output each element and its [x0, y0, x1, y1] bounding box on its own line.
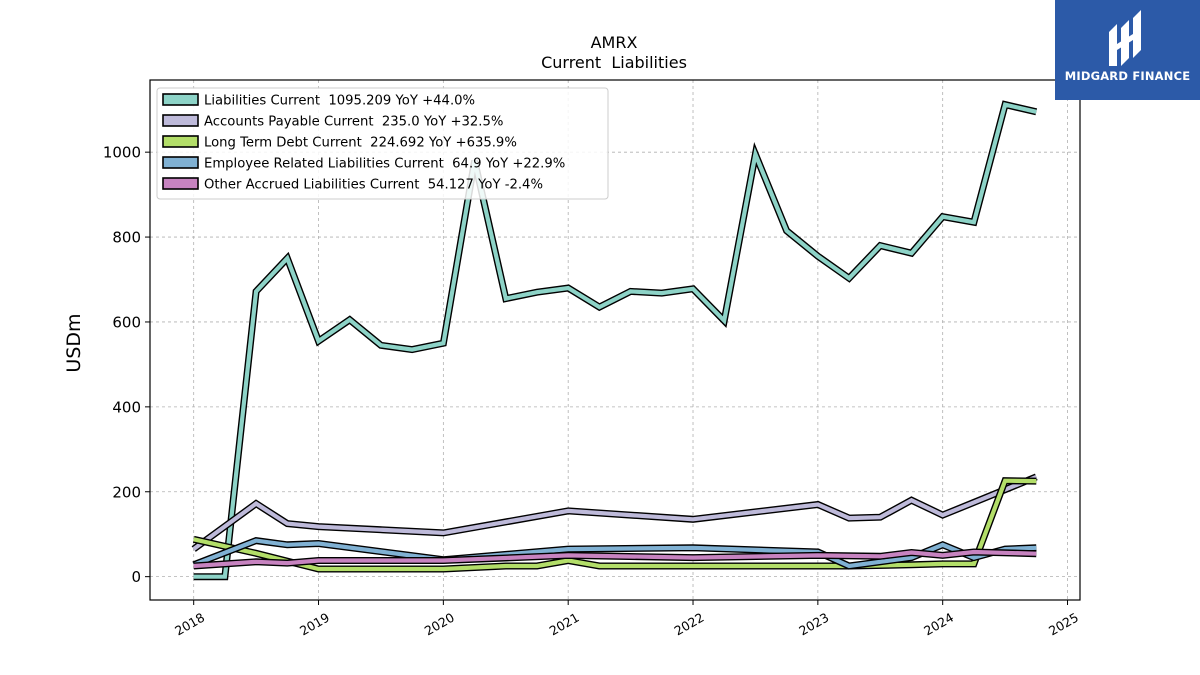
series-line-2: [192, 477, 1037, 573]
legend-label: Long Term Debt Current 224.692 YoY +635.…: [204, 136, 517, 151]
legend-label: Liabilities Current 1095.209 YoY +44.0%: [204, 94, 475, 109]
legend-swatch: [162, 156, 199, 169]
chart-subtitle: Current Liabilities: [541, 53, 687, 72]
series-line-1: [191, 473, 1038, 552]
legend-swatch: [162, 135, 199, 148]
plot-frame: [149, 79, 1081, 601]
y-tick-label: 0: [131, 568, 141, 586]
legend: Liabilities Current 1095.209 YoY +44.0% A…: [156, 87, 609, 200]
series-line-0: [193, 100, 1038, 581]
series-stroke: [193, 478, 1037, 572]
legend-swatch: [162, 114, 199, 127]
legend-box: [156, 87, 609, 200]
y-axis-label: USDm: [63, 313, 85, 372]
series-line-4: [193, 548, 1037, 570]
legend-label: Other Accrued Liabilities Current 54.127…: [204, 178, 543, 193]
series-lines: [191, 100, 1038, 581]
y-tick-label: 1000: [103, 144, 141, 162]
series-stroke: [193, 549, 1037, 569]
y-tick-label: 200: [112, 483, 141, 501]
y-tick-label: 800: [112, 229, 141, 247]
legend-label: Employee Related Liabilities Current 64.…: [204, 157, 565, 172]
y-tick-label: 600: [112, 313, 141, 331]
chart-title: AMRX: [591, 33, 638, 52]
y-tick-label: 400: [112, 398, 141, 416]
legend-label: Accounts Payable Current 235.0 YoY +32.5…: [204, 115, 503, 130]
midgard-logo-icon: [1109, 10, 1141, 66]
series-stroke: [193, 102, 1037, 579]
logo-text: MIDGARD FINANCE: [1064, 69, 1191, 83]
legend-swatch: [162, 177, 199, 190]
legend-swatch: [162, 93, 199, 106]
brand-logo: MIDGARD FINANCE: [1055, 0, 1200, 100]
series-stroke: [192, 474, 1038, 551]
